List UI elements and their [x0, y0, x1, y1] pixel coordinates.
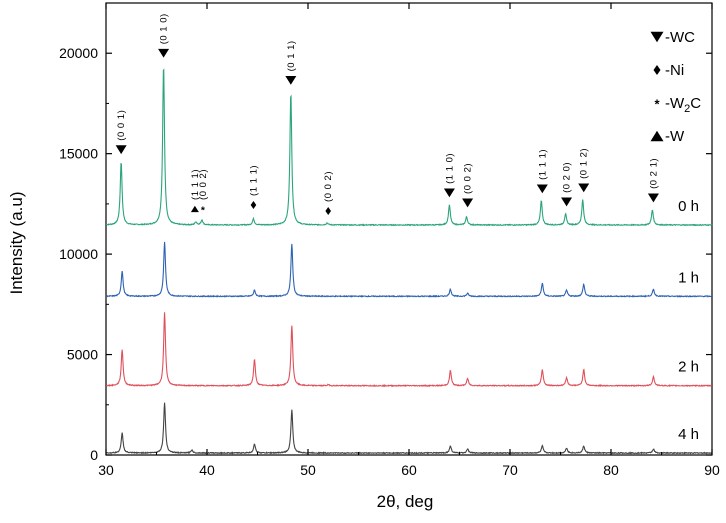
legend-diamond-icon — [653, 65, 661, 75]
legend-label: -Ni — [665, 62, 684, 79]
series-label: 1 h — [678, 269, 699, 286]
x-tick-label: 70 — [502, 462, 518, 478]
legend: -WC -Ni * -W2C -W — [650, 29, 701, 145]
series-line — [105, 68, 713, 227]
y-tick-label: 5000 — [67, 347, 98, 363]
peak-hkl-label: (0 1 2) — [579, 148, 590, 179]
down-triangle-marker-icon — [285, 75, 297, 85]
peak-hkl-label: (1 1 0) — [444, 153, 455, 184]
series-line — [105, 312, 713, 388]
down-triangle-marker-icon — [462, 198, 474, 208]
x-tick-label: 50 — [300, 462, 316, 478]
y-tick-label: 20000 — [59, 45, 98, 61]
legend-label: -W2C — [665, 95, 701, 115]
peak-hkl-label: (0 1 0) — [159, 13, 170, 44]
down-triangle-marker-icon — [443, 188, 455, 198]
down-triangle-marker-icon — [578, 183, 590, 193]
x-tick-label: 60 — [401, 462, 417, 478]
peak-hkl-label: (0 0 2) — [198, 169, 209, 200]
series-label: 4 h — [678, 426, 699, 443]
series-line — [105, 402, 713, 455]
star-marker-icon: * — [201, 205, 206, 216]
axes: 30 40 50 60 70 80 90 0 5000 10000 15000 20000 — [59, 3, 720, 478]
down-triangle-marker-icon — [115, 145, 127, 155]
peak-markers: (0 0 1)(0 1 0)(1 1 1)*(0 0 2) (1 1 1)(0 1… — [115, 13, 659, 216]
peak-hkl-label: (0 2 0) — [562, 162, 573, 193]
diamond-marker-icon — [325, 206, 331, 215]
legend-up-triangle-icon — [650, 130, 664, 142]
peak-hkl-label: (1 1 1) — [248, 165, 259, 196]
diffraction-lines: 0 h 1 h 2 h 4 h — [105, 68, 713, 455]
peak-hkl-label: (1 1 1) — [190, 169, 201, 200]
up-triangle-marker-icon — [190, 205, 199, 213]
plot-frame — [105, 2, 713, 456]
x-tick-label: 40 — [199, 462, 215, 478]
down-triangle-marker-icon — [647, 193, 659, 203]
peak-hkl-label: (1 1 1) — [537, 149, 548, 180]
peak-hkl-label: (0 0 2) — [323, 171, 334, 202]
series-label: 0 h — [678, 198, 699, 215]
series-label: 2 h — [678, 359, 699, 376]
legend-label: -WC — [665, 29, 695, 46]
y-tick-label: 0 — [90, 447, 98, 463]
peak-hkl-label: (0 0 1) — [116, 110, 127, 141]
down-triangle-marker-icon — [158, 48, 170, 58]
legend-star-icon: * — [654, 97, 660, 112]
peak-hkl-label: (0 0 2) — [463, 163, 474, 194]
down-triangle-marker-icon — [561, 197, 573, 207]
y-axis-title: Intensity (a.u) — [7, 192, 26, 295]
x-tick-label: 80 — [603, 462, 619, 478]
legend-label: -W — [665, 128, 685, 145]
x-axis-title: 2θ, deg — [377, 492, 434, 511]
down-triangle-marker-icon — [536, 184, 548, 194]
legend-down-triangle-icon — [650, 31, 664, 43]
series-line — [105, 241, 713, 298]
peak-hkl-label: (0 2 1) — [648, 158, 659, 189]
diamond-marker-icon — [250, 200, 257, 209]
peak-hkl-label: (0 1 1) — [286, 40, 297, 71]
x-tick-label: 90 — [704, 462, 720, 478]
plot-area — [105, 2, 713, 456]
y-tick-label: 10000 — [59, 246, 98, 262]
x-tick-label: 30 — [98, 462, 114, 478]
y-tick-label: 15000 — [59, 146, 98, 162]
